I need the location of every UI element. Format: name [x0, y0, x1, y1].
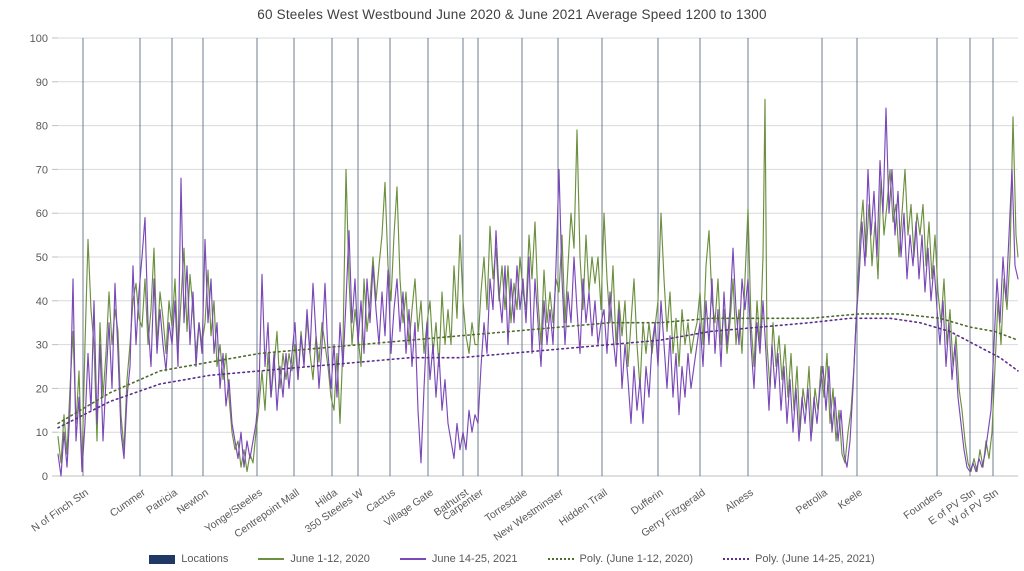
y-axis-label: 80 [36, 121, 48, 133]
legend-item-june-2021: June 14-25, 2021 [399, 553, 518, 565]
series-solid-line [57, 98, 1019, 473]
legend-label: Locations [181, 553, 229, 565]
x-axis-label: Centrepoint Mall [232, 487, 302, 541]
x-axis-label: N of Finch Stn [29, 487, 91, 535]
series-dotted-line [57, 313, 1019, 425]
x-axis-label: Petrolia [794, 487, 830, 517]
y-axis-label: 60 [36, 208, 48, 220]
series-solid-line [57, 107, 1019, 477]
x-axis-label: Newton [175, 487, 211, 517]
x-axis-label: Dufferin [629, 487, 666, 518]
x-axis-label: Keele [836, 487, 865, 512]
x-axis-label: Hidden Trail [557, 487, 610, 529]
x-axis-label: Patricia [144, 487, 180, 517]
legend-item-poly-2020: Poly. (June 1-12, 2020) [547, 553, 694, 565]
y-axis-label: 70 [36, 164, 48, 176]
legend-label: Poly. (June 14-25, 2021) [755, 553, 875, 565]
y-axis-label: 50 [36, 252, 48, 264]
x-axis-label: Alness [723, 487, 756, 515]
y-axis-label: 0 [42, 471, 48, 483]
line-swatch-icon [399, 558, 426, 560]
locations-swatch-icon [149, 554, 176, 564]
legend-item-locations: Locations [149, 553, 228, 565]
y-axis-label: 90 [36, 77, 48, 89]
y-axis-label: 100 [30, 33, 48, 45]
dotted-swatch-icon [547, 558, 574, 560]
x-axis-label: Cummer [108, 486, 148, 519]
y-axis-label: 10 [36, 427, 48, 439]
series-dotted-line [57, 317, 1019, 429]
line-swatch-icon [258, 558, 285, 560]
legend-label: June 14-25, 2021 [431, 553, 518, 565]
chart-legend: Locations June 1-12, 2020 June 14-25, 20… [0, 553, 1024, 565]
legend-label: June 1-12, 2020 [290, 553, 370, 565]
legend-item-june-2020: June 1-12, 2020 [258, 553, 370, 565]
y-axis-label: 20 [36, 383, 48, 395]
legend-label: Poly. (June 1-12, 2020) [579, 553, 694, 565]
y-axis-label: 30 [36, 340, 48, 352]
legend-item-poly-2021: Poly. (June 14-25, 2021) [723, 553, 875, 565]
dotted-swatch-icon [723, 558, 750, 560]
chart-title: 60 Steeles West Westbound June 2020 & Ju… [257, 7, 767, 22]
y-axis-label: 40 [36, 296, 48, 308]
